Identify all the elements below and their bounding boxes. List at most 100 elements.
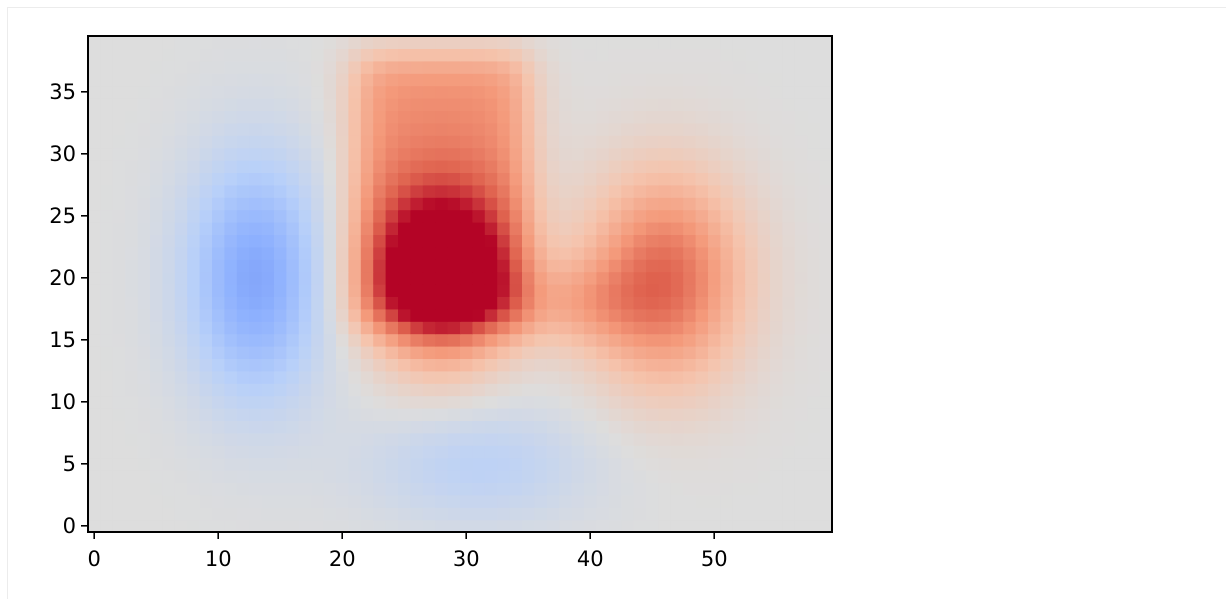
heatmap-cell [608, 246, 622, 260]
heatmap-cell [360, 519, 374, 533]
heatmap-cell [670, 308, 684, 322]
heatmap-cell [174, 333, 188, 347]
heatmap-cell [212, 470, 225, 483]
heatmap-cell [782, 85, 796, 99]
heatmap-cell [137, 507, 151, 521]
heatmap-cell [336, 284, 349, 297]
heatmap-cell [137, 519, 151, 533]
heatmap-cell [137, 110, 151, 124]
heatmap-cell [472, 60, 486, 74]
heatmap-cell [708, 519, 721, 533]
heatmap-cell [348, 358, 362, 372]
heatmap-cell [546, 346, 560, 359]
heatmap-cell [212, 98, 225, 111]
heatmap-cell [708, 321, 721, 335]
heatmap-cell [819, 333, 833, 347]
heatmap-cell [249, 110, 263, 124]
heatmap-cell [174, 346, 188, 359]
heatmap-cell [311, 209, 325, 223]
heatmap-cell [732, 172, 746, 186]
heatmap-cell [757, 172, 771, 186]
heatmap-cell [658, 122, 672, 136]
heatmap-cell [646, 36, 659, 49]
heatmap-cell [373, 122, 387, 136]
heatmap-cell [807, 457, 821, 471]
heatmap-cell [323, 370, 337, 384]
heatmap-cell [323, 48, 337, 62]
heatmap-cell [472, 445, 486, 459]
heatmap-cell [670, 346, 684, 359]
heatmap-cell [112, 209, 126, 223]
heatmap-cell [633, 470, 647, 483]
heatmap-cell [621, 209, 635, 223]
heatmap-cell [782, 333, 796, 347]
heatmap-cell [212, 432, 225, 446]
heatmap-cell [422, 246, 436, 260]
heatmap-cell [212, 246, 225, 260]
y-tick-label: 30 [49, 142, 76, 166]
heatmap-cell [670, 470, 684, 483]
heatmap-cell [460, 445, 473, 459]
heatmap-cell [670, 234, 684, 248]
heatmap-cell [261, 135, 275, 149]
heatmap-cell [695, 308, 709, 322]
heatmap-cell [410, 110, 424, 124]
heatmap-cell [360, 98, 374, 111]
heatmap-cell [794, 333, 808, 347]
heatmap-cell [695, 222, 709, 235]
heatmap-cell [373, 184, 387, 198]
heatmap-cell [422, 519, 436, 533]
heatmap-cell [385, 346, 399, 359]
heatmap-cell [559, 395, 573, 409]
heatmap-cell [212, 482, 225, 496]
heatmap-cell [112, 110, 126, 124]
heatmap-cell [819, 284, 833, 297]
heatmap-cell [236, 60, 250, 74]
heatmap-cell [782, 172, 796, 186]
heatmap-cell [187, 432, 201, 446]
heatmap-cell [608, 457, 622, 471]
heatmap-cell [646, 507, 659, 521]
heatmap-cell [484, 271, 498, 285]
heatmap-cell [794, 271, 808, 285]
heatmap-cell [546, 358, 560, 372]
heatmap-cell [819, 358, 833, 372]
heatmap-cell [621, 308, 635, 322]
heatmap-cell [422, 383, 436, 397]
heatmap-cell [398, 383, 411, 397]
heatmap-cell [484, 333, 498, 347]
heatmap-cell [484, 246, 498, 260]
heatmap-cell [410, 445, 424, 459]
heatmap-cell [633, 408, 647, 421]
heatmap-cell [695, 296, 709, 310]
heatmap-cell [174, 110, 188, 124]
heatmap-cell [422, 209, 436, 223]
heatmap-cell [782, 432, 796, 446]
heatmap-cell [770, 408, 783, 421]
heatmap-cell [336, 60, 349, 74]
heatmap-cell [348, 234, 362, 248]
heatmap-cell [621, 271, 635, 285]
heatmap-cell [770, 395, 783, 409]
heatmap-cell [150, 432, 163, 446]
heatmap-cell [782, 519, 796, 533]
heatmap-cell [807, 259, 821, 273]
heatmap-cell [323, 482, 337, 496]
heatmap-cell [720, 383, 734, 397]
heatmap-cell [336, 48, 349, 62]
heatmap-cell [633, 73, 647, 87]
heatmap-cell [584, 110, 597, 124]
heatmap-cell [348, 408, 362, 421]
heatmap-cell [670, 507, 684, 521]
heatmap-cell [447, 296, 461, 310]
heatmap-cell [732, 246, 746, 260]
heatmap-cell [559, 48, 573, 62]
heatmap-cell [497, 284, 511, 297]
heatmap-cell [646, 308, 659, 322]
heatmap-cell [274, 98, 287, 111]
heatmap-cell [621, 470, 635, 483]
heatmap-cell [385, 507, 399, 521]
heatmap-cell [646, 85, 659, 99]
heatmap-cell [460, 333, 473, 347]
heatmap-cell [125, 36, 139, 49]
